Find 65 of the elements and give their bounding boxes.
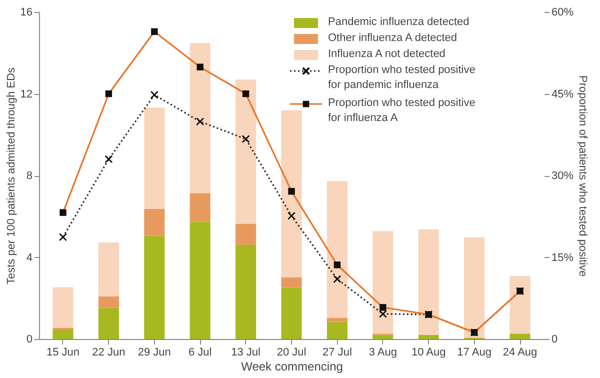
- y2-tick-label: 15%: [552, 252, 574, 264]
- bar: [190, 222, 210, 339]
- bar: [144, 209, 165, 236]
- bar: [52, 328, 74, 330]
- y-tick-label: 8: [26, 170, 32, 182]
- bar: [464, 237, 485, 338]
- y2-tick-label: 0: [552, 334, 558, 346]
- bar: [326, 318, 348, 322]
- y2-tick-label: 45%: [552, 88, 574, 100]
- point: [287, 212, 296, 220]
- x-tick-label: 10 Aug: [411, 346, 446, 358]
- bar: [510, 334, 530, 339]
- legend-label: Proportion who tested positive for influenza A: [328, 97, 476, 124]
- point: [378, 310, 387, 318]
- bar: [236, 224, 256, 245]
- point: [242, 134, 250, 144]
- bar: [236, 79, 256, 224]
- point: [104, 155, 113, 164]
- bar: [281, 110, 302, 278]
- y2-tick-label: 30%: [552, 170, 574, 182]
- point: [333, 274, 342, 284]
- bar: [372, 231, 394, 334]
- bar: [372, 334, 394, 339]
- bar: [236, 244, 256, 339]
- x-tick-label: 3 Aug: [368, 346, 397, 358]
- bar: [98, 308, 119, 339]
- y2-axis-title: Proportion of patients who tested positive: [576, 75, 589, 277]
- bar: [418, 334, 439, 339]
- x-tick-label: 15 Jun: [46, 346, 80, 358]
- y-axis-title: Tests per 100 patients admitted through EDs: [5, 66, 18, 285]
- bar: [510, 276, 530, 334]
- bar: [52, 330, 74, 339]
- bar: [144, 107, 165, 210]
- bar: [144, 236, 165, 339]
- legend-label: Other influenza A detected: [328, 32, 458, 44]
- bar: [281, 277, 302, 288]
- legend-label: Proportion who tested positive for pandemic influenza: [328, 64, 476, 91]
- bar: [98, 242, 119, 296]
- bar: [52, 287, 74, 328]
- y2-tick-label: 60%: [552, 6, 574, 18]
- legend-label: Influenza A not detected: [328, 48, 446, 60]
- x-tick-label: 6 Jul: [188, 346, 212, 358]
- bar: [326, 181, 348, 318]
- bar: [190, 193, 210, 222]
- bar: [281, 288, 302, 339]
- point: [58, 233, 68, 242]
- bar: [190, 43, 210, 194]
- point: [150, 90, 158, 99]
- y-tick-label: 12: [20, 88, 32, 100]
- x-tick-label: 27 Jul: [322, 346, 352, 358]
- x-tick-label: 20 Jul: [276, 346, 306, 358]
- y-tick-label: 4: [26, 252, 32, 264]
- x-tick-label: 17 Aug: [457, 346, 492, 358]
- x-tick-label: 29 Jun: [138, 346, 171, 358]
- y-tick-label: 16: [20, 6, 32, 18]
- bar: [326, 322, 348, 339]
- x-tick-label: 24 Aug: [502, 346, 538, 358]
- legend-label: Pandemic influenza detected: [328, 16, 470, 28]
- point: [196, 117, 204, 126]
- y-tick-label: 0: [26, 334, 32, 346]
- x-axis-title: Week commencing: [241, 360, 343, 374]
- x-tick-label: 13 Jul: [231, 346, 260, 358]
- x-tick-label: 22 Jun: [92, 346, 126, 358]
- bar: [418, 229, 439, 335]
- bar: [98, 296, 119, 308]
